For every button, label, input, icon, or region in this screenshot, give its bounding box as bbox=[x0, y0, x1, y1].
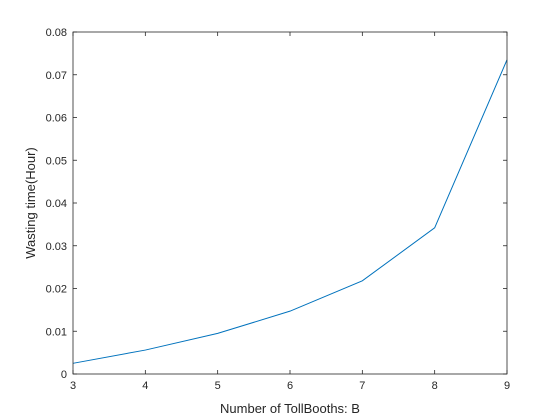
x-axis-ticks: 3 4 5 6 7 8 9 bbox=[70, 32, 510, 392]
y-tick-label: 0.05 bbox=[46, 155, 67, 167]
plot-area bbox=[73, 32, 507, 374]
x-tick-label: 9 bbox=[504, 380, 510, 392]
x-tick-label: 6 bbox=[287, 380, 293, 392]
plot-frame bbox=[72, 31, 508, 375]
y-tick-label: 0.04 bbox=[46, 198, 67, 210]
y-tick-label: 0.07 bbox=[46, 70, 67, 82]
y-tick-label: 0.02 bbox=[46, 284, 67, 296]
y-axis-label: Wasting time(Hour) bbox=[23, 147, 38, 258]
y-axis-ticks: 0 0.01 0.02 0.03 0.04 0.05 0.06 0.07 0.08 bbox=[46, 27, 507, 381]
x-axis-label: Number of TollBooths: B bbox=[220, 401, 360, 416]
x-tick-label: 4 bbox=[142, 380, 148, 392]
x-tick-label: 7 bbox=[359, 380, 365, 392]
y-tick-label: 0.08 bbox=[46, 27, 67, 39]
x-tick-label: 5 bbox=[215, 380, 221, 392]
y-tick-label: 0.03 bbox=[46, 241, 67, 253]
x-tick-label: 8 bbox=[432, 380, 438, 392]
x-tick-label: 3 bbox=[70, 380, 76, 392]
y-tick-label: 0.01 bbox=[46, 326, 67, 338]
y-tick-label: 0 bbox=[61, 369, 67, 381]
y-tick-label: 0.06 bbox=[46, 113, 67, 125]
